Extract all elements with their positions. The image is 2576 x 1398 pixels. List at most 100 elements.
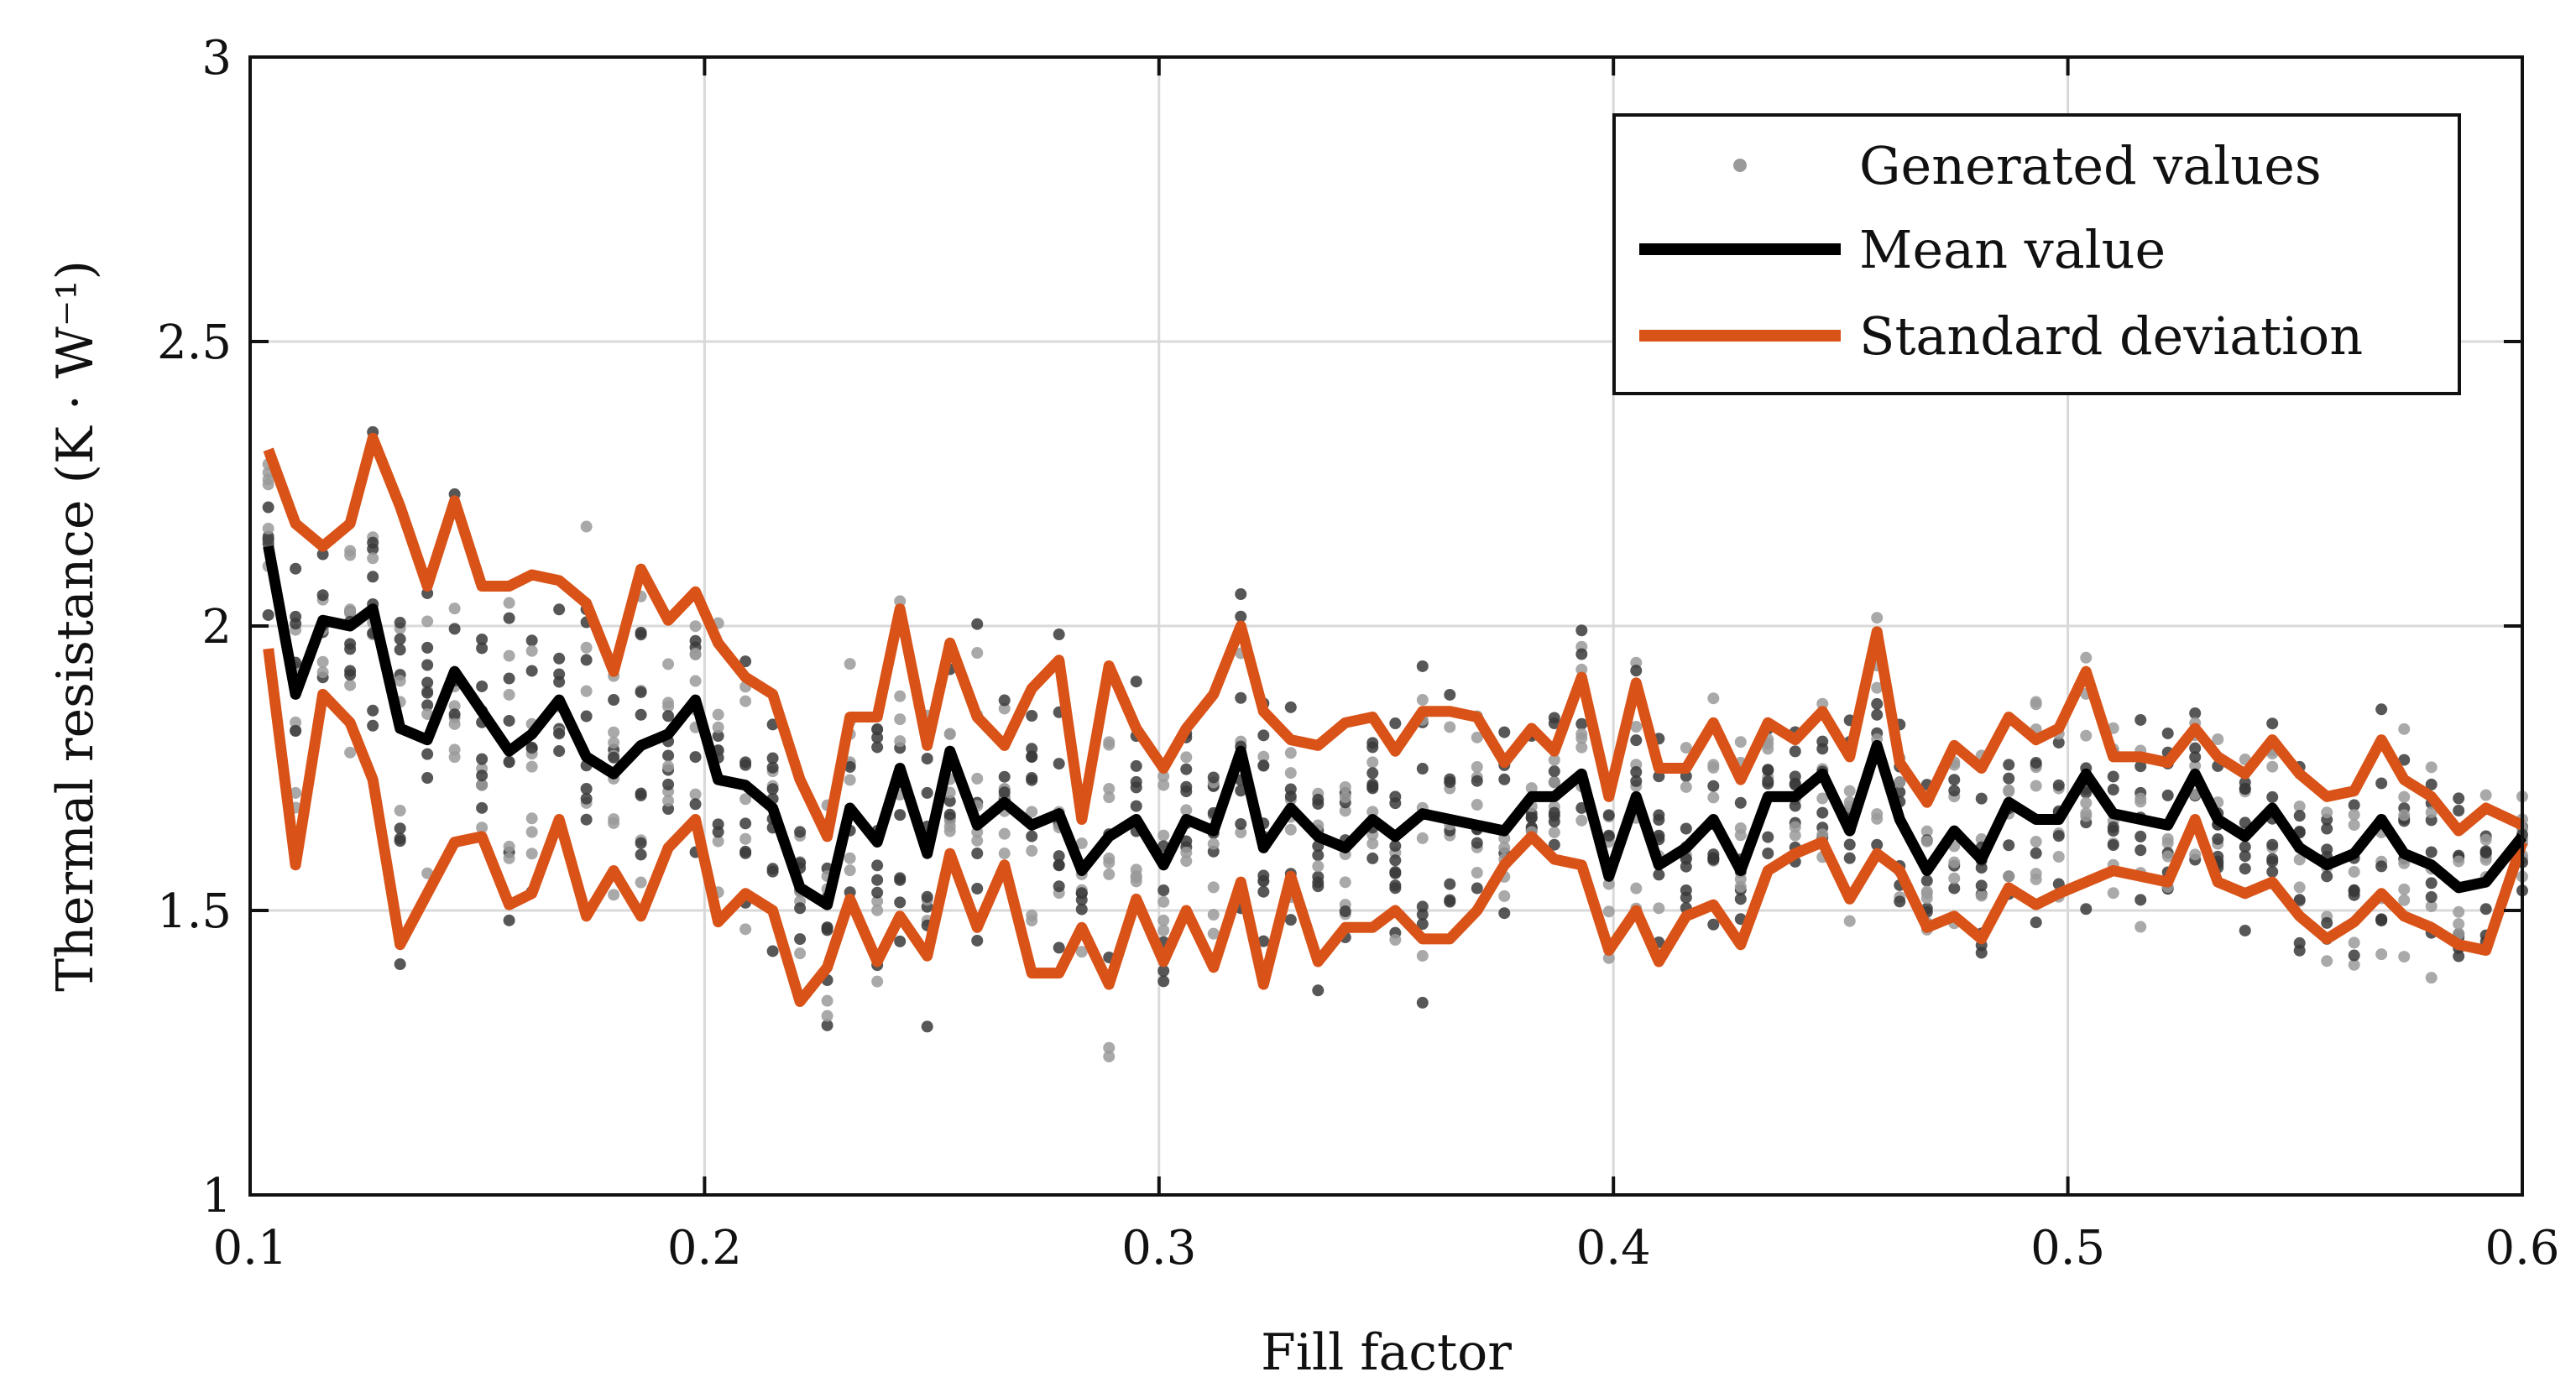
generated-value-point	[2321, 822, 2333, 835]
generated-value-point	[394, 617, 406, 629]
generated-value-point	[2030, 847, 2042, 859]
generated-value-point	[689, 620, 702, 633]
generated-value-point	[1026, 844, 1038, 857]
generated-value-point	[476, 642, 489, 655]
generated-value-point	[2453, 950, 2465, 962]
generated-value-point	[1734, 873, 1747, 885]
generated-value-point	[2003, 870, 2015, 883]
generated-value-point	[971, 646, 984, 659]
generated-value-point	[689, 675, 702, 687]
generated-value-point	[2161, 850, 2174, 863]
generated-value-point	[1789, 800, 1801, 812]
generated-value-point	[1630, 665, 1643, 677]
generated-value-point	[635, 626, 647, 639]
generated-value-point	[2321, 806, 2333, 819]
generated-value-point	[1207, 837, 1220, 850]
generated-value-point	[1312, 860, 1325, 873]
generated-value-point	[316, 655, 329, 668]
generated-value-point	[2134, 844, 2147, 857]
generated-value-point	[2453, 918, 2465, 931]
generated-value-point	[1235, 827, 1247, 839]
generated-value-point	[1284, 783, 1297, 796]
generated-value-point	[971, 834, 984, 847]
generated-value-point	[1389, 717, 1402, 730]
generated-value-point	[2375, 777, 2388, 790]
generated-value-point	[421, 748, 434, 760]
generated-value-point	[1575, 648, 1588, 660]
generated-value-point	[712, 708, 724, 721]
generated-value-point	[1339, 780, 1351, 793]
generated-value-point	[1525, 782, 1538, 795]
generated-value-point	[1444, 878, 1456, 890]
generated-value-point	[1207, 927, 1220, 940]
generated-value-point	[662, 760, 675, 773]
x-tick-label: 0.4	[1576, 1221, 1651, 1275]
generated-value-point	[1444, 688, 1456, 701]
generated-value-point	[712, 730, 724, 743]
generated-value-point	[2239, 841, 2251, 853]
y-tick-label: 2	[201, 600, 232, 655]
generated-value-point	[1157, 770, 1170, 783]
generated-value-point	[503, 852, 515, 864]
generated-value-point	[1257, 750, 1270, 763]
generated-value-point	[1130, 759, 1142, 772]
generated-value-point	[2030, 916, 2042, 929]
generated-value-point	[1366, 737, 1379, 749]
generated-value-point	[2080, 810, 2093, 822]
generated-value-point	[1680, 860, 1692, 873]
generated-value-point	[2030, 696, 2042, 708]
generated-value-point	[2052, 736, 2065, 749]
generated-value-point	[1575, 741, 1588, 754]
generated-value-point	[2266, 760, 2279, 773]
generated-value-point	[580, 641, 593, 654]
generated-value-point	[1444, 894, 1456, 906]
generated-value-point	[1575, 663, 1588, 676]
generated-value-point	[448, 717, 461, 730]
generated-value-point	[553, 728, 566, 740]
generated-value-point	[1680, 742, 1692, 754]
generated-value-point	[1548, 826, 1560, 838]
generated-value-point	[2398, 951, 2411, 963]
generated-value-point	[1471, 867, 1483, 879]
x-tick-label: 0.1	[212, 1221, 287, 1275]
generated-value-point	[2030, 868, 2042, 880]
generated-value-point	[739, 817, 752, 830]
generated-value-point	[1471, 731, 1483, 743]
generated-value-point	[2266, 838, 2279, 851]
generated-value-point	[894, 735, 907, 748]
generated-value-point	[1630, 882, 1643, 895]
generated-value-point	[2453, 792, 2465, 805]
generated-value-point	[1157, 884, 1170, 897]
generated-value-point	[971, 772, 984, 785]
generated-value-point	[2003, 785, 2015, 798]
generated-value-point	[525, 826, 538, 838]
generated-value-point	[1471, 760, 1483, 773]
generated-value-point	[689, 634, 702, 647]
generated-value-point	[871, 741, 884, 754]
generated-value-point	[635, 686, 647, 698]
generated-value-point	[608, 813, 620, 826]
generated-value-point	[1103, 868, 1116, 880]
generated-value-point	[821, 924, 833, 936]
generated-value-point	[1707, 853, 1720, 866]
generated-value-point	[2189, 707, 2202, 720]
generated-value-point	[921, 890, 933, 903]
generated-value-point	[2052, 850, 2065, 863]
generated-value-point	[2348, 799, 2360, 811]
generated-value-point	[1257, 874, 1270, 887]
generated-value-point	[662, 778, 675, 790]
generated-value-point	[394, 804, 406, 816]
generated-value-point	[998, 694, 1011, 707]
generated-value-point	[1602, 905, 1615, 918]
generated-value-point	[971, 848, 984, 860]
generated-value-point	[1157, 965, 1170, 978]
generated-value-point	[1235, 817, 1247, 830]
generated-value-point	[476, 753, 489, 765]
generated-value-point	[2052, 779, 2065, 791]
generated-value-point	[1948, 882, 1961, 895]
generated-value-point	[2080, 651, 2093, 664]
generated-value-point	[1103, 852, 1116, 864]
generated-value-point	[1366, 756, 1379, 769]
generated-value-point	[367, 571, 379, 583]
generated-value-point	[2375, 703, 2388, 716]
